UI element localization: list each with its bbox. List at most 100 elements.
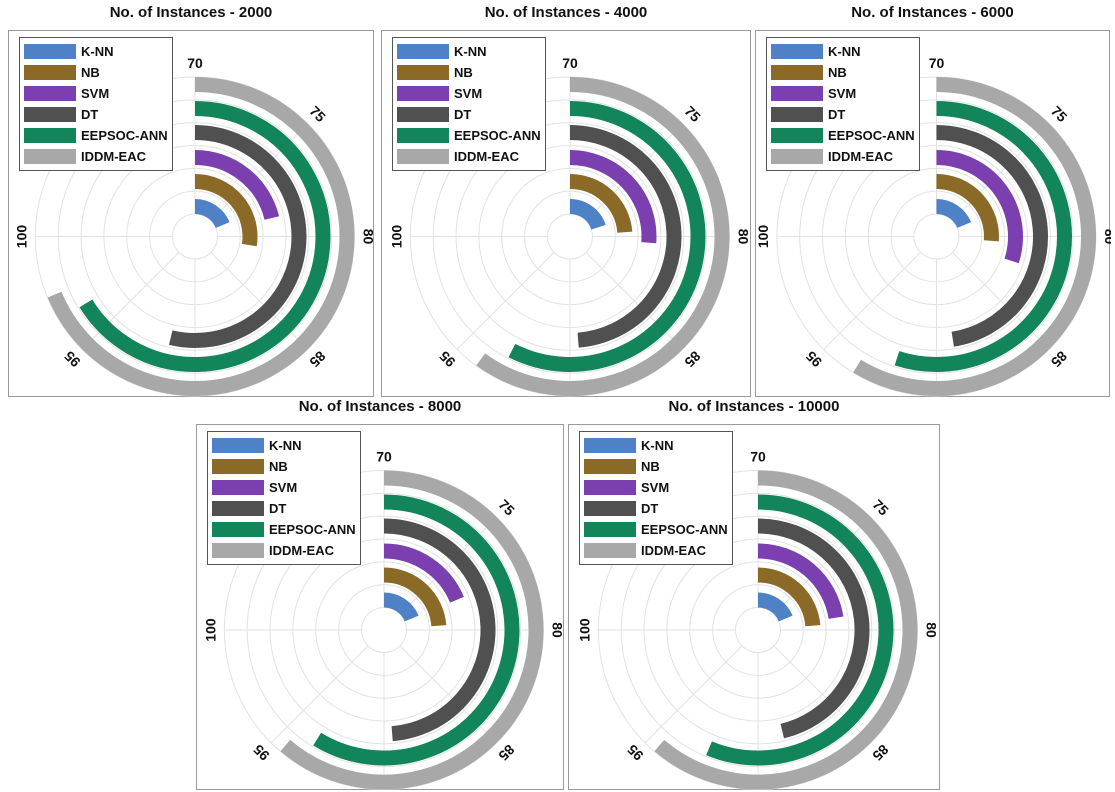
legend-item: IDDM-EAC — [771, 146, 915, 167]
legend-item: IDDM-EAC — [212, 540, 356, 561]
legend: K-NN NB SVM DT EEPSOC-ANN IDDM-EAC — [207, 431, 361, 565]
legend-swatch — [771, 128, 823, 143]
axis-tick-label: 85 — [869, 742, 891, 764]
axis-tick-label: 95 — [803, 348, 825, 370]
legend-label: SVM — [828, 86, 857, 101]
axis-tick-label: 100 — [756, 225, 771, 249]
legend-item: EEPSOC-ANN — [584, 519, 728, 540]
legend-label: DT — [828, 107, 846, 122]
grid-spoke — [952, 123, 1050, 221]
axis-tick-label: 75 — [1048, 103, 1070, 125]
legend-swatch — [584, 480, 636, 495]
legend-label: EEPSOC-ANN — [454, 128, 541, 143]
grid-spoke — [456, 252, 555, 350]
legend-swatch — [397, 86, 449, 101]
legend-item: DT — [24, 104, 168, 125]
legend-item: SVM — [24, 83, 168, 104]
legend-label: NB — [828, 65, 847, 80]
legend-swatch — [212, 438, 264, 453]
legend-label: DT — [81, 107, 99, 122]
grid-circle — [360, 607, 407, 653]
bar-dt — [757, 518, 870, 739]
legend-swatch — [584, 522, 636, 537]
legend-swatch — [212, 480, 264, 495]
bar-dt — [569, 125, 682, 348]
axis-tick-label: 75 — [496, 496, 518, 518]
axis-tick-label: 100 — [203, 618, 219, 642]
grid-spoke — [585, 123, 684, 221]
grid-spoke — [585, 252, 684, 350]
grid-spoke — [210, 123, 309, 221]
bar-eepsoc-ann — [79, 101, 331, 372]
legend-item: EEPSOC-ANN — [212, 519, 356, 540]
legend-swatch — [24, 65, 76, 80]
legend-swatch — [24, 107, 76, 122]
legend-item: K-NN — [584, 435, 728, 456]
legend-item: NB — [24, 62, 168, 83]
axis-tick-label: 85 — [681, 348, 703, 370]
legend-item: DT — [397, 104, 541, 125]
legend-swatch — [397, 65, 449, 80]
bar-dt — [168, 125, 307, 348]
bar-nb — [383, 567, 447, 627]
legend-item: NB — [771, 62, 915, 83]
axis-tick-label: 100 — [577, 618, 593, 642]
legend-item: IDDM-EAC — [397, 146, 541, 167]
legend-label: K-NN — [269, 438, 302, 453]
grid-circle — [171, 213, 218, 260]
axis-tick-label: 95 — [624, 741, 646, 763]
legend-swatch — [771, 44, 823, 59]
legend-label: EEPSOC-ANN — [269, 522, 356, 537]
axis-tick-label: 95 — [61, 348, 83, 370]
legend-label: K-NN — [828, 44, 861, 59]
legend-item: K-NN — [24, 41, 168, 62]
bar-eepsoc-ann — [508, 101, 706, 372]
radial-bar-chart: 707580859095100 — [577, 449, 940, 790]
radial-bar-chart: 707580859095100 — [389, 55, 752, 397]
legend-item: K-NN — [771, 41, 915, 62]
axis-tick-label: 100 — [389, 225, 405, 249]
legend: K-NN NB SVM DT EEPSOC-ANN IDDM-EAC — [579, 431, 733, 565]
axis-tick-label: 80 — [924, 622, 940, 638]
legend-label: DT — [454, 107, 472, 122]
bar-iddm-eac — [476, 77, 730, 396]
axis-tick-label: 70 — [376, 449, 392, 465]
bar-k-nn — [935, 199, 972, 229]
radial-bar-chart: 707580859095100 — [14, 55, 375, 397]
legend-item: SVM — [397, 83, 541, 104]
bar-eepsoc-ann — [706, 494, 894, 766]
legend-swatch — [397, 149, 449, 164]
axis-tick-label: 85 — [495, 742, 517, 764]
axis-tick-label: 95 — [250, 741, 272, 763]
legend-item: EEPSOC-ANN — [24, 125, 168, 146]
legend-swatch — [212, 543, 264, 558]
legend-swatch — [771, 65, 823, 80]
legend-item: K-NN — [397, 41, 541, 62]
legend-swatch — [24, 86, 76, 101]
legend-swatch — [397, 128, 449, 143]
axis-tick-label: 70 — [562, 55, 578, 71]
legend-label: NB — [454, 65, 473, 80]
bar-eepsoc-ann — [313, 494, 520, 766]
legend-label: SVM — [454, 86, 483, 101]
axis-tick-label: 80 — [736, 229, 752, 245]
grid-circle — [734, 607, 781, 653]
axis-tick-label: 85 — [306, 348, 328, 370]
legend-item: NB — [397, 62, 541, 83]
chart-panel: 707580859095100K-NNNBSVMDTEEPSOC-ANNIDDM… — [8, 30, 375, 397]
legend-swatch — [584, 438, 636, 453]
legend-label: EEPSOC-ANN — [641, 522, 728, 537]
grid-spoke — [399, 516, 498, 615]
bar-svm — [194, 150, 280, 221]
legend-swatch — [771, 86, 823, 101]
legend-swatch — [584, 501, 636, 516]
legend-swatch — [24, 44, 76, 59]
grid-spoke — [773, 516, 872, 615]
legend: K-NN NB SVM DT EEPSOC-ANN IDDM-EAC — [19, 37, 173, 171]
bar-eepsoc-ann — [894, 101, 1072, 372]
axis-tick-label: 80 — [550, 622, 566, 638]
grid-spoke — [952, 252, 1050, 350]
legend-item: EEPSOC-ANN — [397, 125, 541, 146]
bar-svm — [383, 543, 464, 603]
legend-label: DT — [269, 501, 287, 516]
